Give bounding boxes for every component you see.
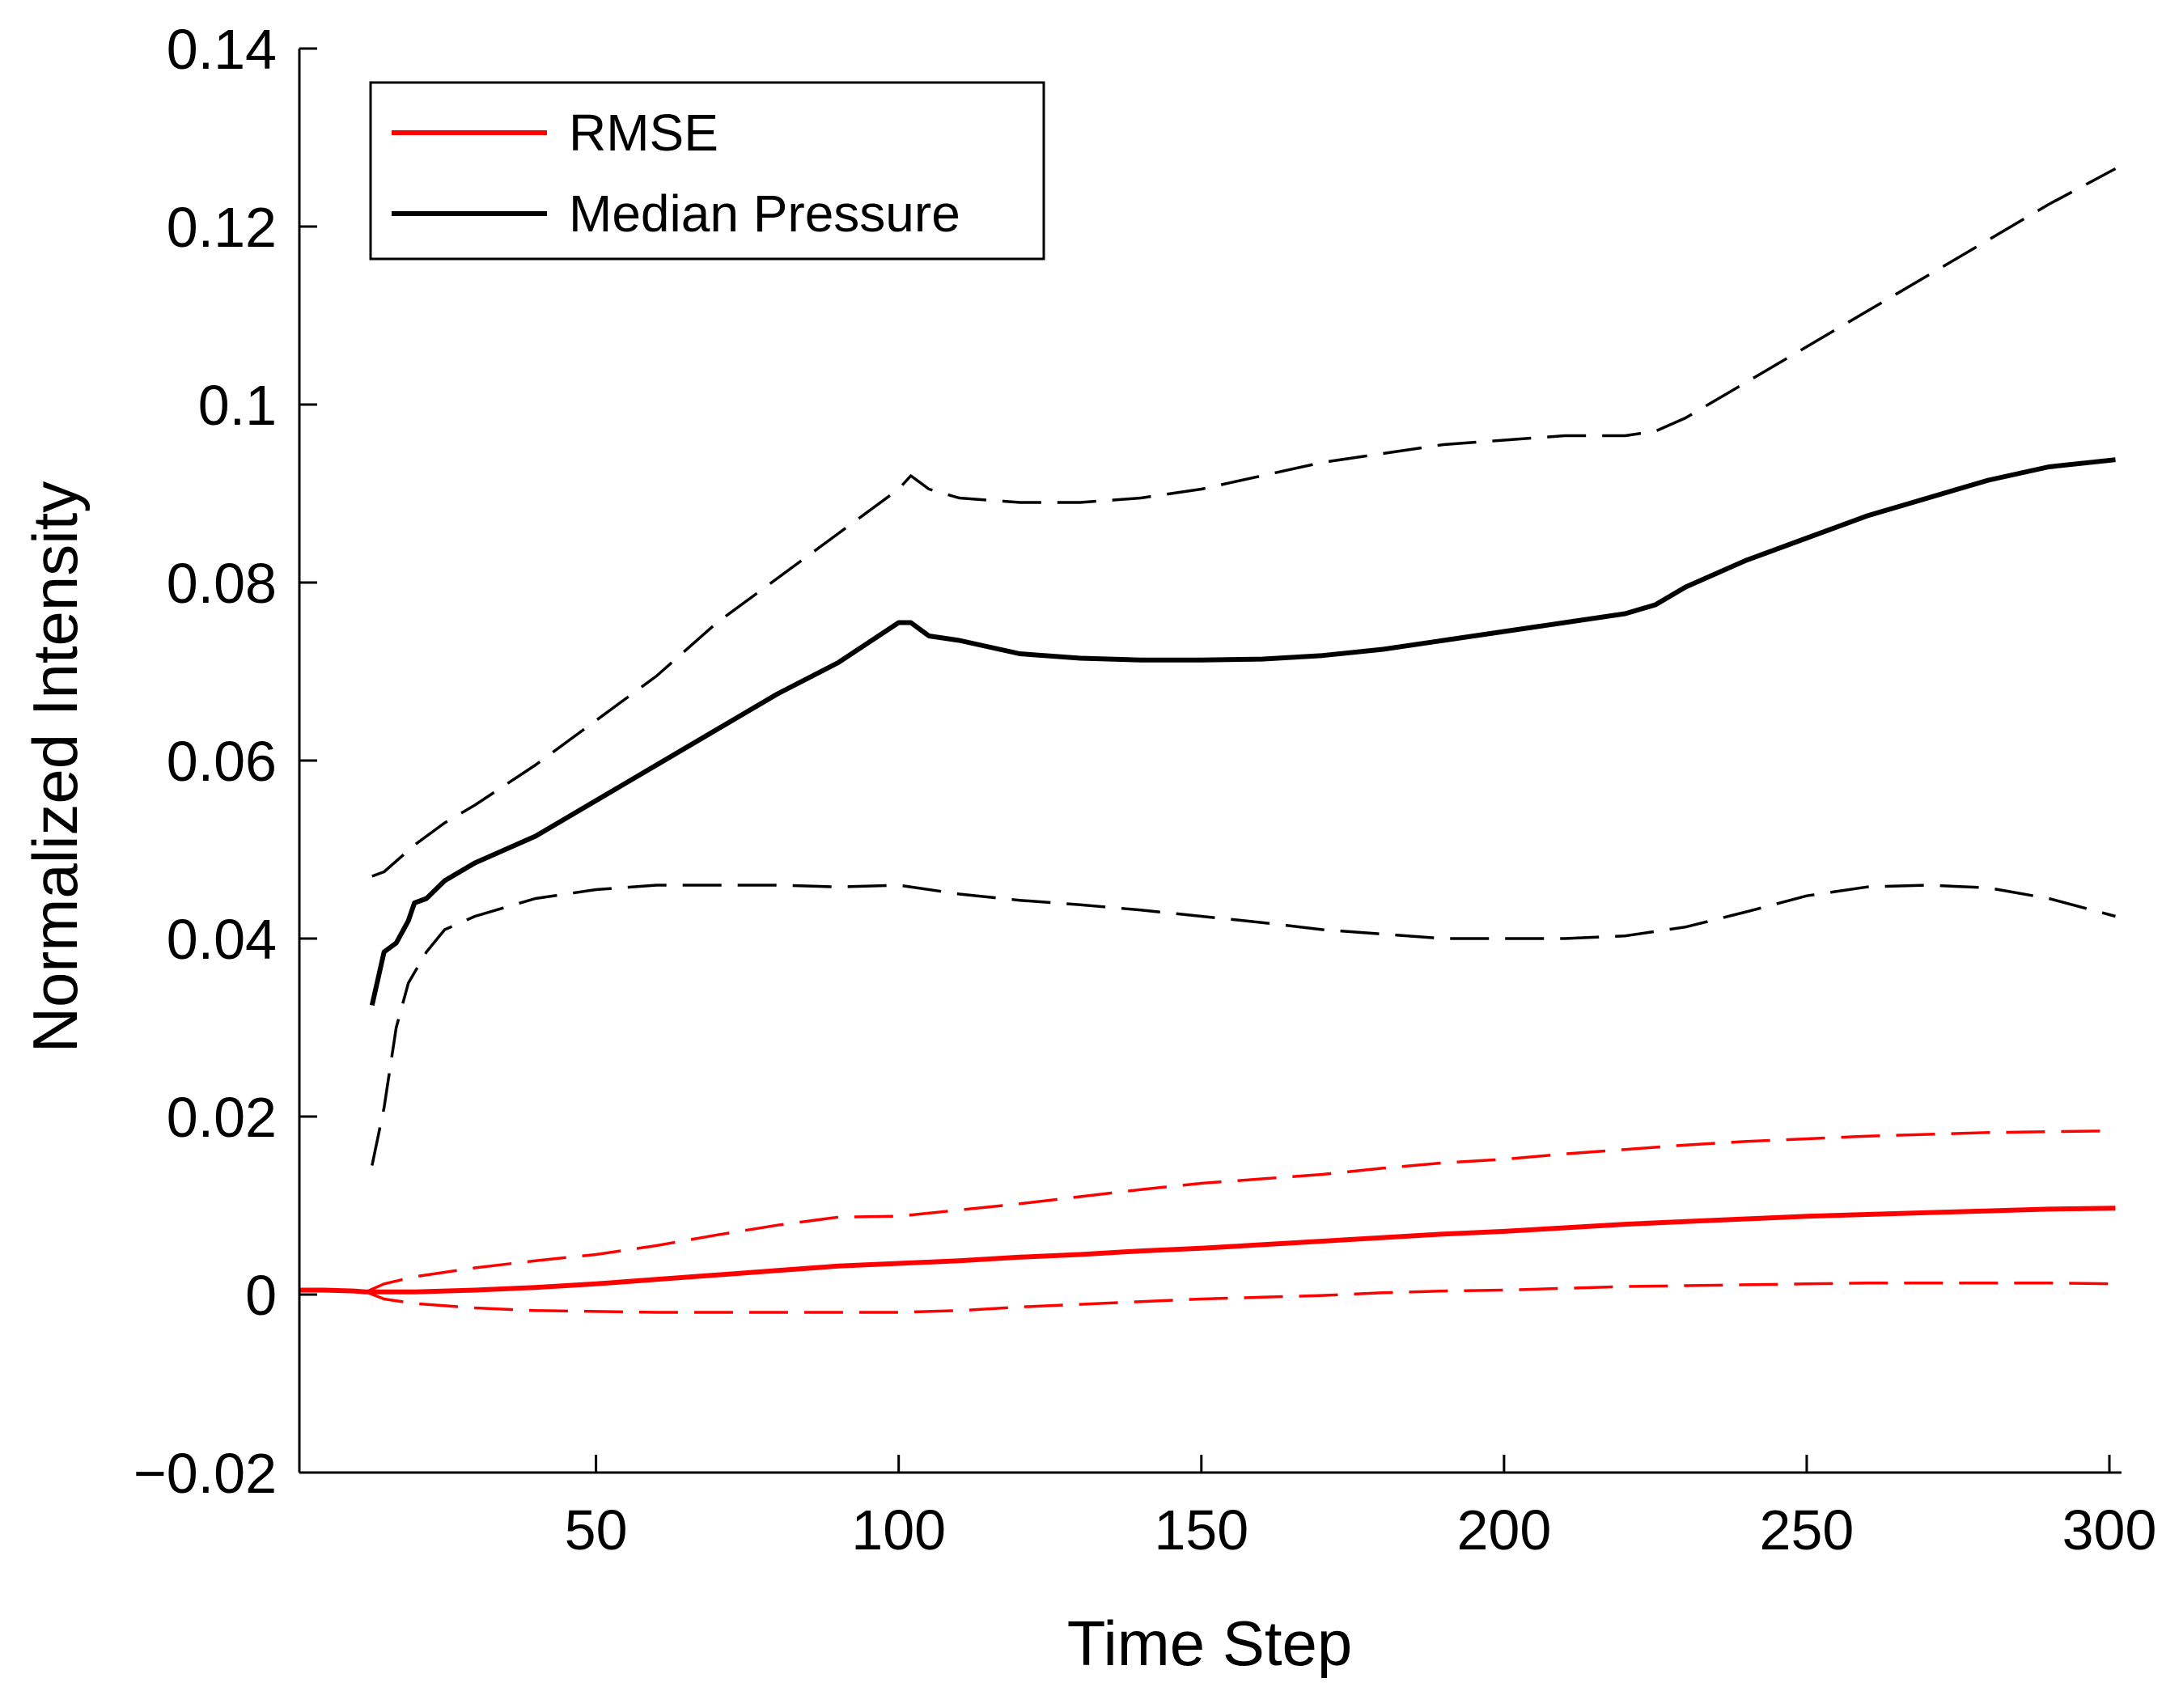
x-axis-title: Time Step <box>1067 1608 1353 1679</box>
legend: RMSE Median Pressure <box>369 81 1045 261</box>
y-tick-label: 0.12 <box>167 196 277 259</box>
y-tick-label: 0.04 <box>167 908 277 971</box>
y-tick-label: 0.08 <box>167 552 277 615</box>
x-tick-label: 150 <box>1154 1498 1248 1562</box>
series-layer <box>299 167 2117 1314</box>
legend-label-rmse: RMSE <box>569 104 718 162</box>
series-rmse-line <box>299 1206 2116 1295</box>
x-tick-label: 300 <box>2062 1498 2157 1562</box>
x-tick-label: 100 <box>851 1498 946 1562</box>
y-tick-label: 0.02 <box>167 1086 277 1149</box>
series-bound-1-dashed-line <box>371 167 2117 878</box>
x-tick-label: 250 <box>1760 1498 1854 1562</box>
x-tick-label: 50 <box>565 1498 628 1562</box>
axes-layer: 50 100 150 200 250 300 −0.02 0 0.02 0.04 0.06 0.08 0… <box>134 18 2157 1562</box>
series-bound-2-dashed-line <box>371 884 2116 1166</box>
y-tick-label: 0.14 <box>167 18 277 81</box>
y-tick-label: 0.06 <box>167 730 277 793</box>
x-tick-label: 200 <box>1456 1498 1551 1562</box>
y-axis-title: Normalized Intensity <box>19 481 91 1053</box>
legend-box <box>369 81 1045 261</box>
y-tick-label: −0.02 <box>134 1442 277 1505</box>
series-median-pressure-line <box>369 457 2116 1007</box>
y-tick-label: 0 <box>245 1264 277 1327</box>
series-bound-5-dashed-line <box>365 1281 2116 1314</box>
legend-label-median-pressure: Median Pressure <box>569 184 960 243</box>
y-tick-label: 0.1 <box>198 374 277 437</box>
series-bound-4-dashed-line <box>365 1129 2116 1294</box>
